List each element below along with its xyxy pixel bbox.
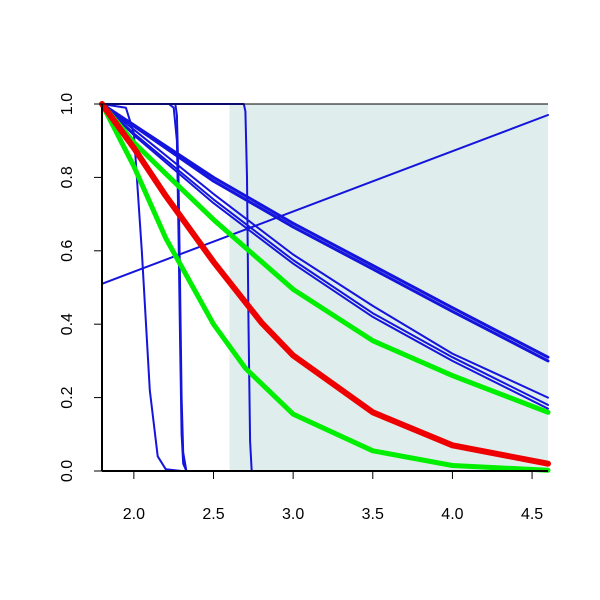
y-tick-label: 0.8 bbox=[59, 166, 76, 188]
series-layer bbox=[99, 101, 551, 473]
axes-layer: 2.0 2.5 3.0 3.5 4.0 4.5 0.0 0.2 0.4 0.6 0.8 1.0 bbox=[59, 93, 548, 523]
x-tick-label: 2.5 bbox=[202, 506, 224, 523]
y-tick-label: 0.6 bbox=[59, 240, 76, 262]
x-tick-label: 2.0 bbox=[123, 506, 145, 523]
series-line-12 bbox=[99, 101, 551, 473]
x-tick-label: 4.0 bbox=[441, 506, 463, 523]
series-line-8 bbox=[101, 103, 549, 399]
x-tick-label: 4.5 bbox=[521, 506, 543, 523]
y-tick-label: 1.0 bbox=[59, 93, 76, 115]
shaded-region-layer bbox=[229, 104, 548, 471]
series-line-4 bbox=[101, 103, 549, 472]
series-line-11 bbox=[99, 101, 551, 415]
shaded-region bbox=[229, 104, 548, 471]
y-tick-label: 0.2 bbox=[59, 386, 76, 408]
x-tick-label: 3.5 bbox=[362, 506, 384, 523]
y-tick-label: 0.4 bbox=[59, 313, 76, 335]
y-tick-label: 0.0 bbox=[59, 460, 76, 482]
series-line-7 bbox=[100, 102, 550, 363]
series-line-6 bbox=[100, 102, 550, 359]
series-line-9 bbox=[101, 103, 549, 406]
series-line-10 bbox=[101, 103, 549, 410]
x-tick-label: 3.0 bbox=[282, 506, 304, 523]
series-line-13 bbox=[99, 101, 551, 467]
